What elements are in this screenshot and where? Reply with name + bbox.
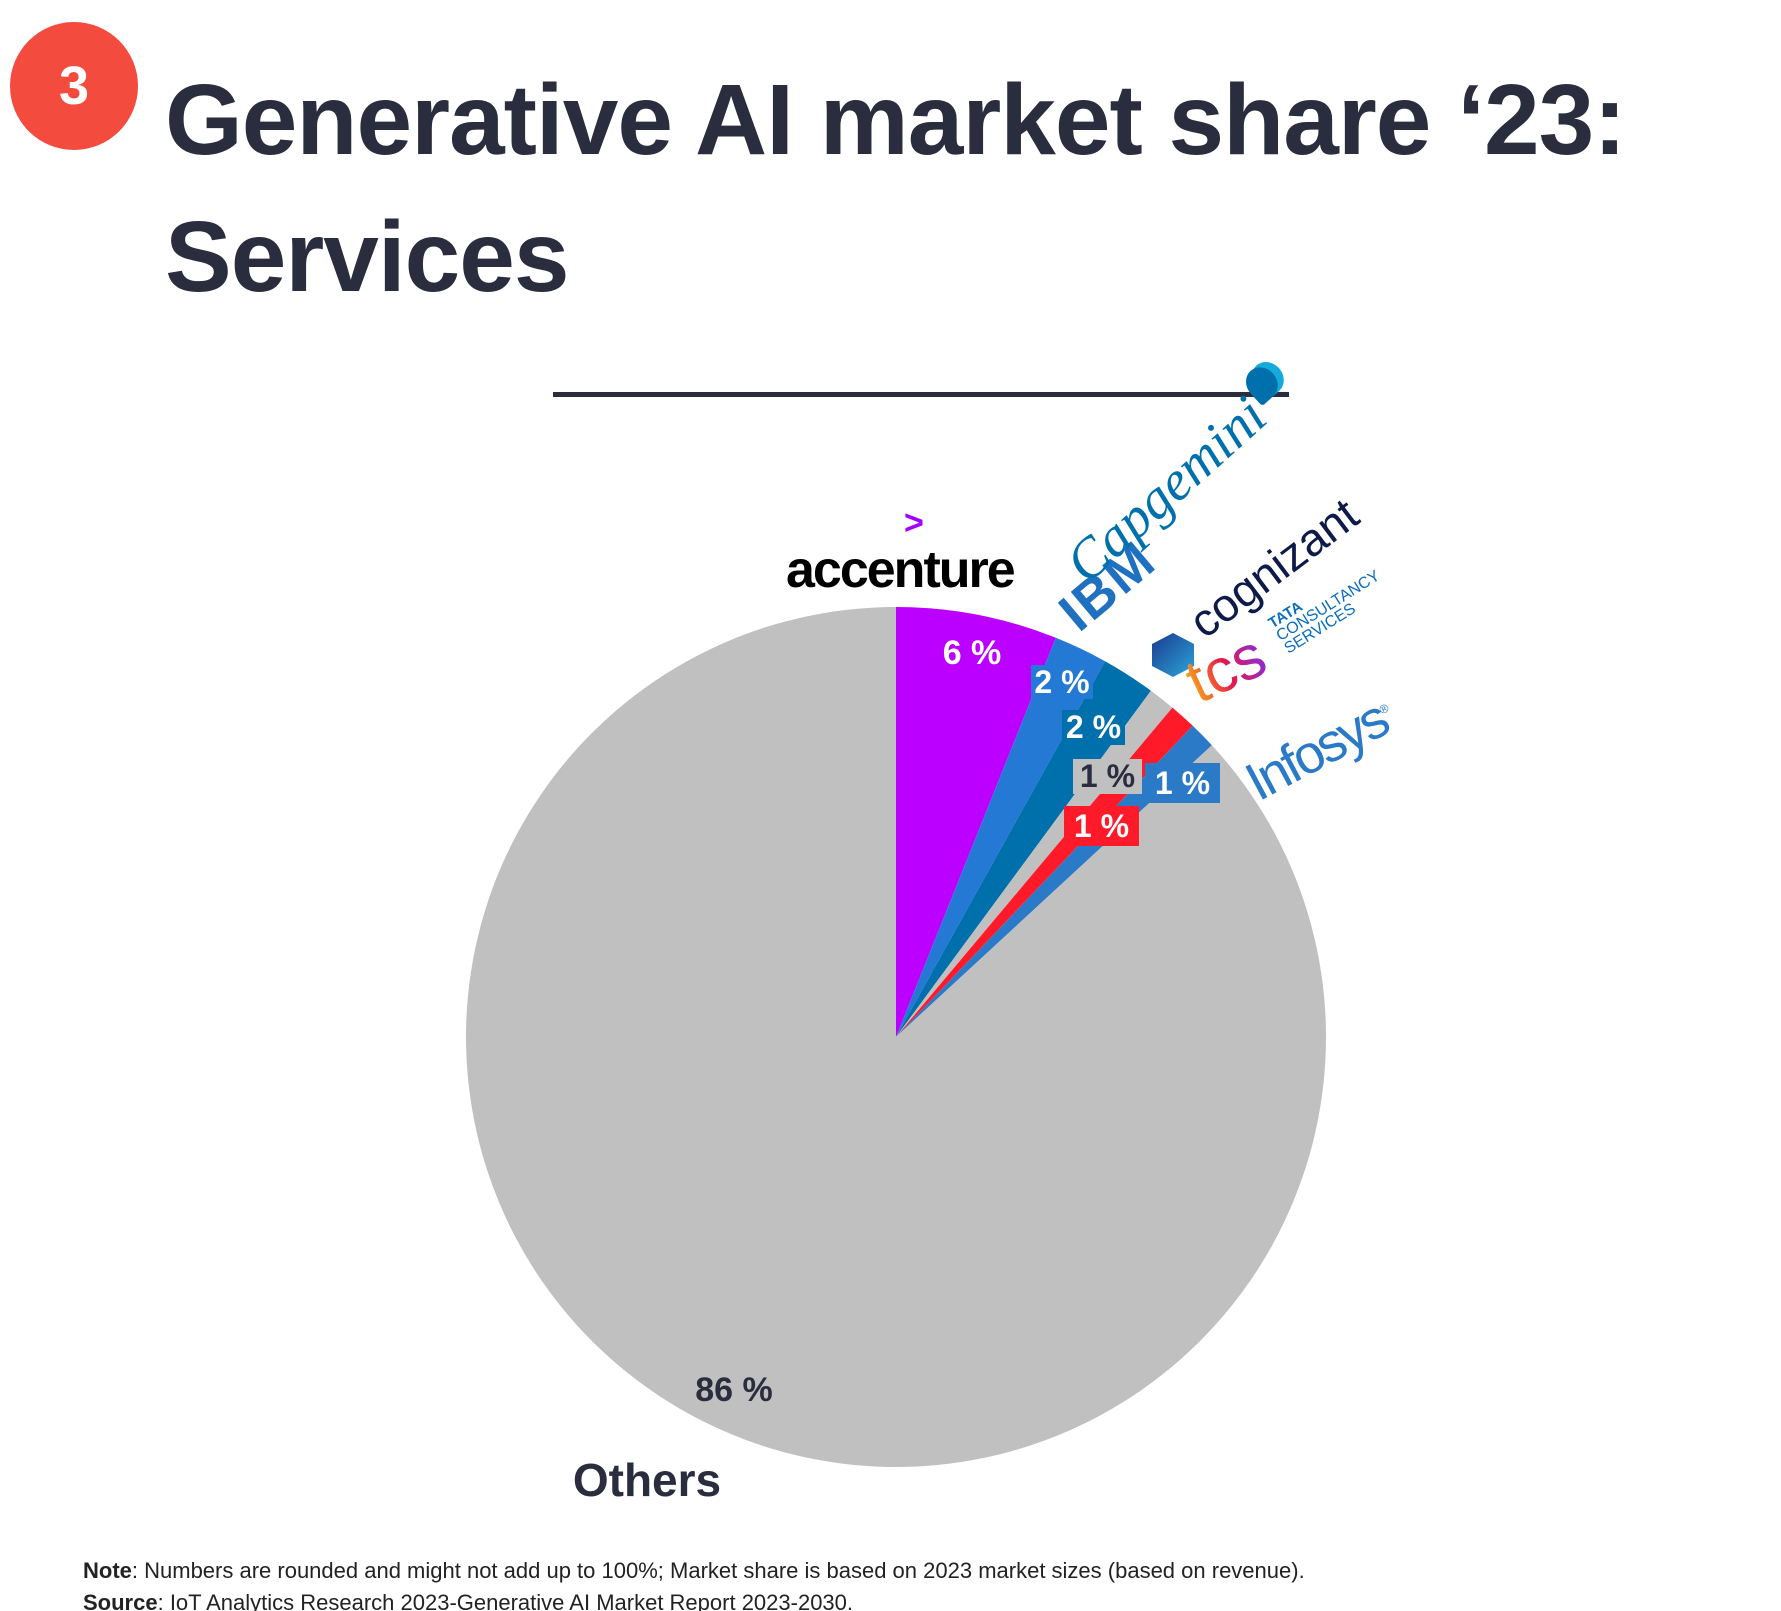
footnote-note: Note: Numbers are rounded and might not … <box>83 1558 1305 1584</box>
pie-slice-ibm <box>896 637 1106 1037</box>
pie-slice-infosys <box>896 725 1212 1037</box>
title-line-1: Generative AI market share ‘23: <box>165 64 1627 176</box>
pie-slice-capgemini <box>896 661 1151 1037</box>
page-title: Generative AI market share ‘23: Services <box>165 52 1627 326</box>
title-divider <box>553 392 1289 397</box>
label-others: 86 % <box>695 1370 773 1409</box>
source-label: Source <box>83 1590 158 1611</box>
accenture-logo: > accenture <box>786 504 1016 600</box>
others-name-label: Others <box>572 1454 722 1506</box>
pie-slice-accenture <box>896 607 1056 1037</box>
section-number-badge: 3 <box>10 22 138 150</box>
accenture-mark: > <box>904 504 924 542</box>
label-tcs: 1 % <box>1064 806 1139 846</box>
label-cognizant: 1 % <box>1073 758 1142 794</box>
title-line-2: Services <box>165 201 569 313</box>
label-infosys: 1 % <box>1145 763 1220 803</box>
source-text: : IoT Analytics Research 2023-Generative… <box>157 1590 854 1611</box>
note-label: Note <box>83 1558 132 1583</box>
label-accenture: 6 % <box>942 633 1002 672</box>
note-text: : Numbers are rounded and might not add … <box>131 1558 1305 1583</box>
label-ibm: 2 % <box>1031 664 1093 700</box>
pie-slice-others <box>465 607 1326 1467</box>
accenture-text: accenture <box>786 541 1016 599</box>
footnote-source: Source: IoT Analytics Research 2023-Gene… <box>83 1590 853 1611</box>
label-capgemini: 2 % <box>1062 709 1125 745</box>
